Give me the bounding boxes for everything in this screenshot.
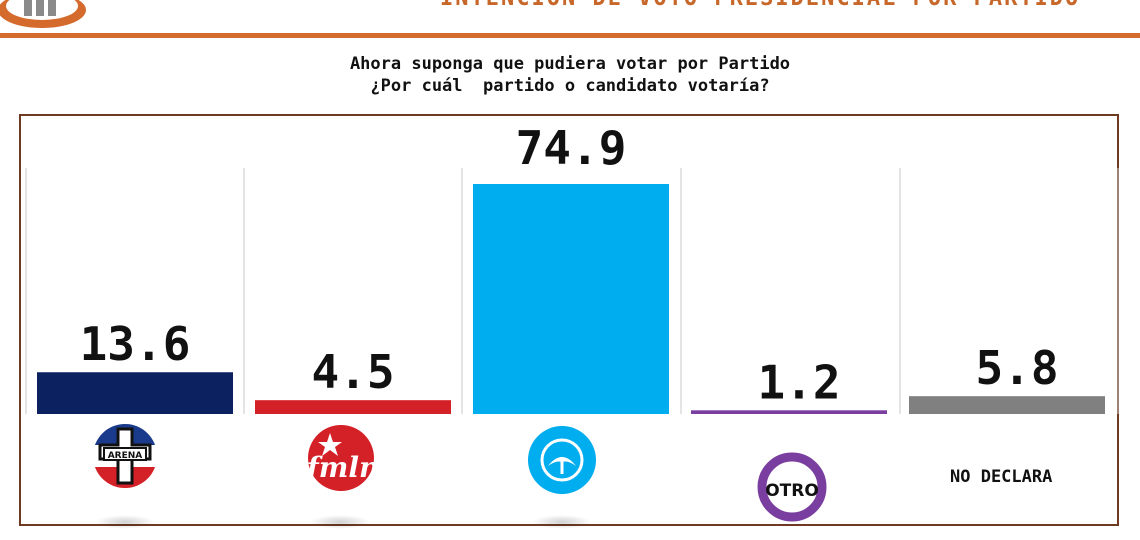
chart-title-line-1: Ahora suponga que pudiera votar por Part… [349,54,791,74]
arena-logo-text: ARENA [108,451,143,461]
bar-nuevas-ideas [473,184,669,414]
chart-title-line-2: ¿Por cuál partido o candidato votaría? [370,76,770,96]
brand-logo [0,0,90,34]
logo-shadow [532,515,592,529]
otro-logo-text: OTRO [765,481,819,501]
value-label: 4.5 [311,345,394,399]
logo-shadow [95,515,155,529]
value-label: 5.8 [975,341,1058,395]
chart-title: Ahora suponga que pudiera votar por Part… [0,53,1140,97]
header-divider [0,33,1140,38]
otro-circle-icon: OTRO [756,451,828,527]
fmln-logo-text: fmln [306,451,376,484]
value-label: 74.9 [516,121,627,175]
no-declara-label: NO DECLARA [950,467,1053,487]
bar-arena [37,372,233,414]
logo-shadow [310,515,370,529]
fmln-logo-icon: fmln [305,425,379,495]
nuevas-ideas-logo-icon [528,426,596,498]
arena-logo-icon: ARENA [92,423,158,493]
bar-otro [691,410,887,414]
value-label: 1.2 [757,355,840,409]
value-label: 13.6 [80,317,191,371]
header-title: INTENCIÓN DE VOTO PRESIDENCIAL POR PARTI… [440,0,1080,11]
bar-fmln [255,400,451,414]
bar-no-declara [909,396,1105,414]
